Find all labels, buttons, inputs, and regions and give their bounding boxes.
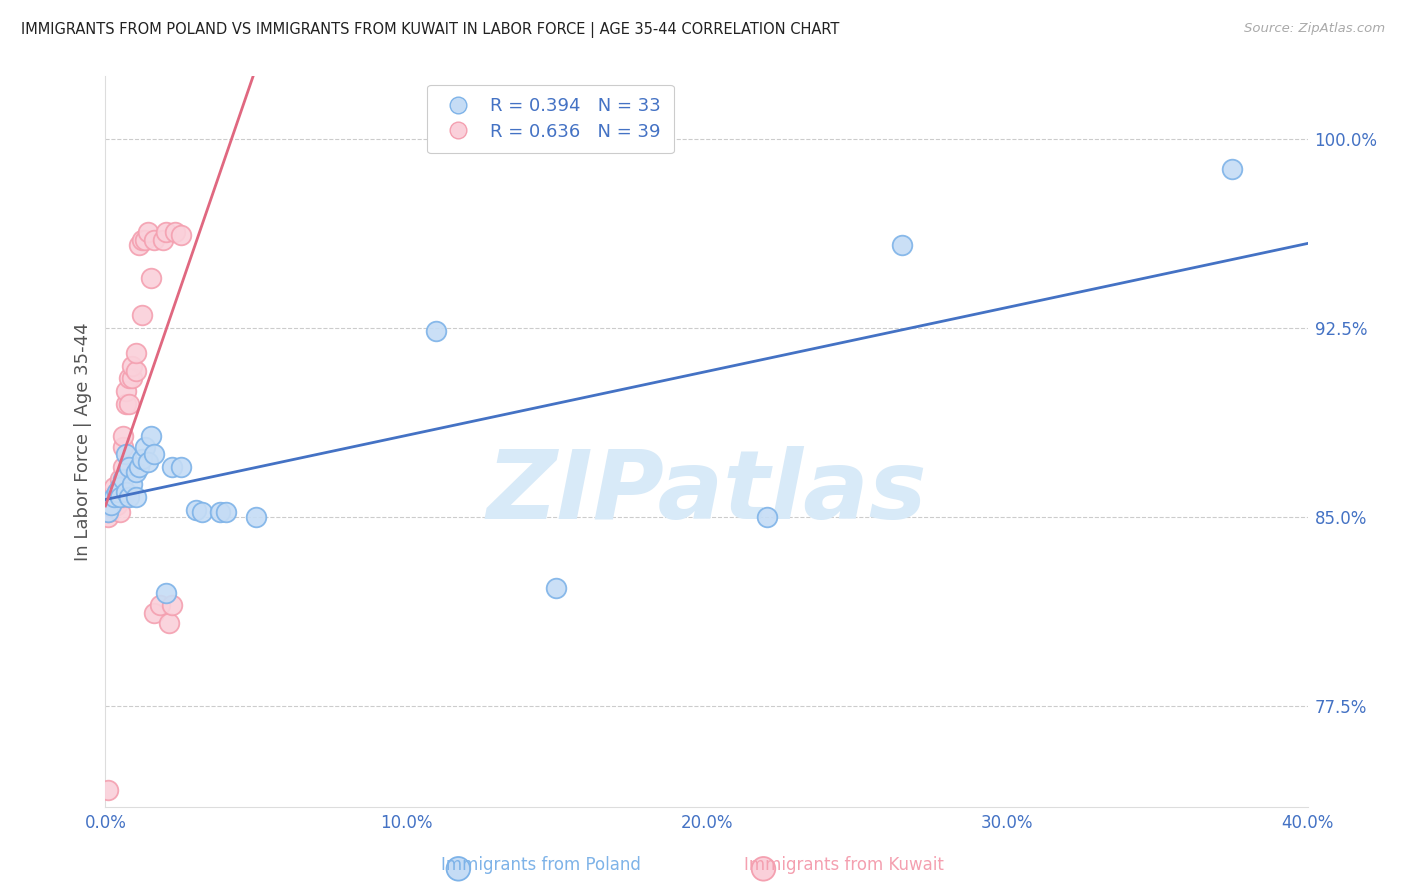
Point (755, 510, 778, 524)
Point (118, 397, 141, 411)
Point (115, 384, 138, 398)
Point (110, 505, 132, 519)
Circle shape (447, 857, 470, 880)
Point (107, 485, 129, 500)
Point (121, 359, 143, 373)
Point (1222, 162, 1244, 177)
Point (124, 465, 146, 479)
Point (890, 237, 912, 252)
Point (136, 455, 159, 469)
Point (160, 459, 183, 474)
Point (155, 225, 177, 239)
Point (124, 364, 146, 378)
Point (115, 397, 138, 411)
Legend: R = 0.394   N = 33, R = 0.636   N = 39: R = 0.394 N = 33, R = 0.636 N = 39 (427, 85, 673, 153)
Point (110, 480, 132, 494)
Text: Immigrants from Poland: Immigrants from Poland (441, 856, 641, 874)
Point (124, 490, 146, 504)
Point (100, 500, 122, 515)
Text: Source: ZipAtlas.com: Source: ZipAtlas.com (1244, 22, 1385, 36)
Point (107, 498, 129, 512)
Point (112, 429, 135, 443)
Text: Immigrants from Kuwait: Immigrants from Kuwait (744, 856, 943, 874)
Point (160, 599, 183, 613)
Point (139, 429, 162, 443)
Point (245, 510, 267, 524)
Point (148, 599, 170, 613)
Point (112, 472, 135, 486)
Point (124, 346, 146, 360)
Point (110, 490, 132, 504)
Point (184, 502, 207, 516)
Point (112, 440, 135, 454)
Point (103, 495, 125, 509)
Point (121, 477, 143, 491)
Point (131, 233, 153, 247)
Point (97, 510, 120, 524)
Point (425, 324, 447, 338)
Point (121, 371, 143, 385)
Point (97, 505, 120, 519)
Text: ZIPatlas: ZIPatlas (486, 446, 927, 540)
Point (103, 490, 125, 504)
Point (115, 485, 138, 500)
Point (190, 505, 212, 519)
Point (546, 581, 568, 595)
Point (157, 616, 180, 631)
Circle shape (752, 857, 775, 880)
Point (208, 505, 231, 519)
Point (118, 490, 141, 504)
Point (118, 371, 141, 385)
Point (131, 452, 153, 467)
Point (142, 606, 165, 620)
Point (136, 225, 159, 239)
Point (118, 459, 141, 474)
Point (169, 459, 191, 474)
Point (97, 505, 120, 519)
Point (110, 490, 132, 504)
Point (131, 309, 153, 323)
Point (155, 586, 177, 600)
Point (134, 233, 156, 247)
Point (103, 480, 125, 494)
Point (100, 490, 122, 504)
Point (163, 225, 186, 239)
Y-axis label: In Labor Force | Age 35-44: In Labor Force | Age 35-44 (73, 322, 91, 561)
Point (100, 498, 122, 512)
Point (152, 233, 174, 247)
Point (112, 490, 135, 504)
Point (139, 270, 162, 285)
Point (110, 472, 132, 486)
Point (169, 227, 191, 242)
Point (128, 237, 150, 252)
Point (97, 782, 120, 797)
Point (115, 447, 138, 461)
Text: IMMIGRANTS FROM POLAND VS IMMIGRANTS FROM KUWAIT IN LABOR FORCE | AGE 35-44 CORR: IMMIGRANTS FROM POLAND VS IMMIGRANTS FRO… (21, 22, 839, 38)
Point (142, 447, 165, 461)
Point (128, 459, 150, 474)
Point (214, 505, 236, 519)
Point (112, 459, 135, 474)
Point (142, 233, 165, 247)
Point (107, 485, 129, 500)
Point (134, 440, 156, 454)
